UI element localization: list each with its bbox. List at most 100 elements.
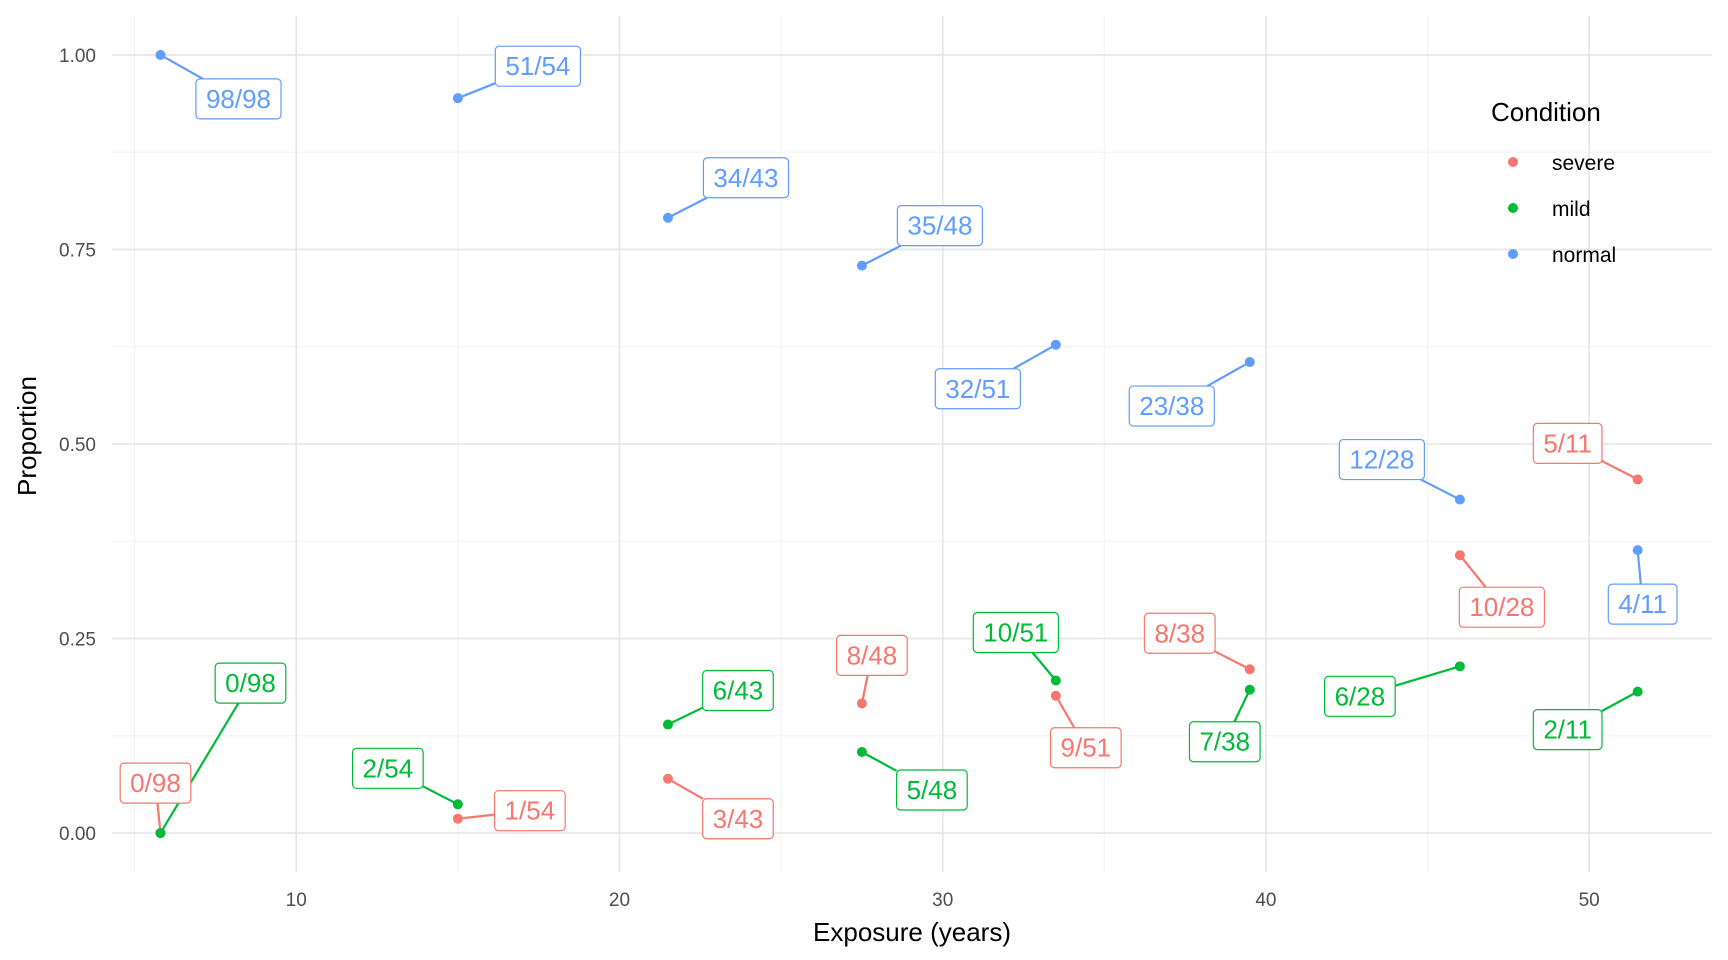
point-label-text: 6/28	[1335, 681, 1386, 711]
data-point-mild	[155, 828, 166, 839]
label-leader	[1394, 665, 1461, 687]
point-label-severe: 8/38	[1143, 612, 1216, 654]
point-label-text: 6/43	[713, 676, 764, 706]
point-label-box	[1607, 583, 1678, 625]
y-tick-label: 1.00	[59, 46, 96, 67]
point-label-box	[972, 611, 1059, 654]
data-point-severe	[452, 813, 463, 824]
x-axis-ticks: 10 20 30 40 50	[286, 890, 1600, 911]
label-leader	[667, 777, 704, 800]
data-point-mild	[1050, 675, 1061, 686]
label-leader	[159, 702, 240, 834]
legend-key-mild	[1508, 203, 1518, 213]
point-label-text: 2/11	[1543, 715, 1592, 745]
point-label-box	[214, 662, 287, 704]
label-leader	[159, 53, 204, 80]
point-label-text: 2/54	[363, 753, 414, 783]
data-point-mild	[856, 747, 867, 758]
label-leader	[457, 82, 496, 100]
point-label-box	[351, 747, 424, 789]
data-point-severe	[1050, 690, 1061, 701]
data-point-mild	[452, 799, 463, 810]
label-leader	[1420, 478, 1461, 501]
point-label-mild: 6/43	[702, 669, 774, 712]
legend: Condition severe mild normal	[1491, 97, 1616, 267]
x-tick-label: 30	[932, 890, 953, 911]
point-label-box	[1143, 612, 1216, 654]
point-label-box	[1338, 438, 1426, 481]
data-point-mild	[1454, 661, 1465, 672]
point-label-text: 12/28	[1349, 445, 1414, 475]
point-label-normal: 4/11	[1607, 583, 1678, 625]
point-label-text: 0/98	[225, 668, 276, 698]
legend-label-severe: severe	[1552, 152, 1615, 175]
point-label-box	[702, 157, 790, 199]
point-label-normal: 12/28	[1338, 438, 1426, 481]
point-label-text: 9/51	[1061, 733, 1112, 763]
point-label-text: 10/51	[983, 617, 1048, 647]
point-label-text: 7/38	[1199, 727, 1250, 757]
data-point-normal	[1050, 339, 1061, 350]
x-tick-label: 40	[1255, 890, 1276, 911]
point-label-box	[1532, 422, 1603, 465]
label-leader	[1233, 689, 1251, 723]
y-axis-title: Proportion	[12, 376, 42, 496]
legend-key-normal	[1508, 249, 1518, 259]
data-points	[155, 49, 1643, 839]
label-leader	[1031, 651, 1057, 682]
label-leader	[457, 813, 495, 820]
point-label-severe: 5/11	[1532, 422, 1603, 465]
data-point-normal	[662, 212, 673, 223]
legend-label-mild: mild	[1552, 198, 1591, 221]
point-label-box	[1532, 709, 1603, 751]
point-label-box	[835, 634, 908, 676]
legend-label-normal: normal	[1552, 244, 1616, 267]
data-point-normal	[1632, 545, 1643, 556]
label-leader	[667, 196, 708, 219]
point-label-normal: 98/98	[195, 78, 282, 120]
point-label-box	[702, 798, 774, 840]
point-label-severe: 9/51	[1049, 727, 1122, 769]
point-label-severe: 3/43	[702, 798, 774, 840]
data-point-mild	[1244, 684, 1255, 695]
point-label-text: 3/43	[713, 804, 764, 834]
point-label-text: 51/54	[505, 51, 570, 81]
point-label-text: 98/98	[206, 84, 271, 114]
point-label-text: 32/51	[945, 374, 1010, 404]
point-label-text: 34/43	[713, 163, 778, 193]
point-label-severe: 10/28	[1458, 586, 1546, 628]
x-tick-label: 10	[286, 890, 307, 911]
data-point-severe	[1244, 664, 1255, 675]
point-label-severe: 0/98	[119, 762, 192, 804]
data-point-normal	[1454, 494, 1465, 505]
y-tick-label: 0.50	[59, 435, 96, 456]
data-point-normal	[452, 93, 463, 104]
data-point-severe	[1632, 474, 1643, 485]
data-point-normal	[155, 49, 166, 60]
data-point-mild	[662, 719, 673, 730]
point-label-text: 4/11	[1618, 589, 1667, 619]
label-leader	[1206, 361, 1251, 388]
point-label-text: 35/48	[907, 211, 972, 241]
point-label-box	[119, 762, 192, 804]
point-label-box	[895, 769, 968, 811]
point-label-box	[1128, 385, 1215, 427]
y-tick-label: 0.00	[59, 824, 96, 845]
point-label-mild: 2/11	[1532, 709, 1603, 751]
label-leader	[422, 785, 459, 806]
point-labels: 0/98 1/54 3/43 8/48 9/51 8/38 10/28 5/11 0/98 2/5…	[119, 45, 1678, 840]
point-label-severe: 1/54	[493, 790, 566, 832]
point-label-box	[702, 669, 774, 712]
grid	[112, 16, 1712, 872]
label-leader	[861, 751, 898, 772]
data-point-severe	[662, 773, 673, 784]
point-label-severe: 8/48	[835, 634, 908, 676]
point-label-normal: 35/48	[896, 205, 984, 247]
point-label-text: 8/48	[847, 640, 898, 670]
label-leader	[156, 802, 162, 834]
point-label-mild: 6/28	[1323, 675, 1396, 717]
point-label-mild: 2/54	[351, 747, 424, 789]
x-tick-label: 50	[1579, 890, 1600, 911]
label-leader	[1054, 695, 1076, 729]
